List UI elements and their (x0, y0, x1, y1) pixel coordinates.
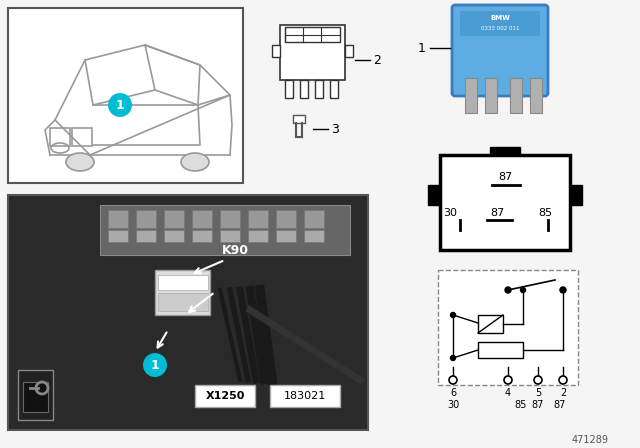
Bar (136, 230, 156, 242)
Circle shape (504, 376, 512, 384)
Bar (50, 128, 70, 146)
Circle shape (451, 313, 456, 318)
Bar (248, 210, 268, 228)
Text: X1250: X1250 (205, 391, 244, 401)
Bar (192, 210, 212, 228)
Circle shape (449, 376, 457, 384)
Bar (485, 78, 497, 113)
Bar (460, 11, 540, 36)
Circle shape (560, 287, 566, 293)
Text: 1: 1 (116, 99, 124, 112)
Text: K90: K90 (221, 244, 248, 257)
Bar (100, 205, 350, 255)
Text: 3: 3 (331, 122, 339, 135)
Circle shape (534, 376, 542, 384)
Bar (108, 230, 128, 242)
Bar (570, 185, 582, 205)
Bar (220, 210, 240, 228)
Bar (248, 230, 268, 242)
Bar (438, 270, 578, 385)
Bar (478, 342, 523, 358)
Bar (315, 80, 323, 98)
Bar (465, 78, 477, 113)
Text: 1: 1 (150, 358, 159, 371)
Text: 6: 6 (450, 388, 456, 398)
FancyBboxPatch shape (452, 5, 548, 96)
Bar (276, 230, 296, 242)
Bar (8, 195, 368, 430)
Bar (490, 147, 520, 155)
Bar (510, 78, 522, 113)
Text: 30: 30 (443, 208, 457, 218)
Text: 0333 002 011: 0333 002 011 (481, 26, 519, 30)
Text: 4: 4 (505, 388, 511, 398)
Bar (220, 230, 240, 242)
Bar (270, 385, 340, 407)
Bar (300, 80, 308, 98)
Bar (18, 370, 53, 420)
Bar (195, 385, 255, 407)
Circle shape (108, 93, 132, 117)
Ellipse shape (66, 153, 94, 171)
Text: 1: 1 (418, 42, 426, 55)
Text: 183021: 183021 (284, 391, 326, 401)
Text: BMW: BMW (490, 15, 510, 21)
Bar (158, 275, 208, 290)
Text: 30: 30 (447, 400, 459, 410)
Bar (272, 45, 280, 57)
Bar (72, 128, 92, 146)
Text: 2: 2 (560, 388, 566, 398)
Bar (108, 210, 128, 228)
Bar (330, 80, 338, 98)
Bar (304, 230, 324, 242)
Text: 87: 87 (554, 400, 566, 410)
Circle shape (451, 356, 456, 361)
Bar (428, 185, 440, 205)
Bar (285, 27, 340, 42)
Bar (136, 210, 156, 228)
Ellipse shape (181, 153, 209, 171)
Text: 471289: 471289 (572, 435, 609, 445)
Text: 87: 87 (498, 172, 512, 182)
Text: 87: 87 (532, 400, 544, 410)
Bar (285, 80, 293, 98)
Bar (345, 45, 353, 57)
Circle shape (520, 288, 525, 293)
Bar (158, 293, 208, 311)
Circle shape (505, 287, 511, 293)
Bar (192, 230, 212, 242)
Circle shape (561, 288, 566, 293)
Text: 85: 85 (538, 208, 552, 218)
Bar (155, 270, 210, 315)
Bar (276, 210, 296, 228)
Bar (478, 315, 503, 333)
Bar (164, 230, 184, 242)
Text: 87: 87 (490, 208, 504, 218)
Bar (530, 78, 542, 113)
Text: 5: 5 (535, 388, 541, 398)
Bar (280, 25, 345, 80)
Text: 85: 85 (515, 400, 527, 410)
Bar (293, 115, 305, 123)
Circle shape (143, 353, 167, 377)
Bar (304, 210, 324, 228)
Bar (23, 382, 48, 412)
Bar (164, 210, 184, 228)
Bar (8, 8, 243, 183)
Circle shape (559, 376, 567, 384)
Bar (440, 155, 570, 250)
Text: 2: 2 (373, 53, 381, 66)
